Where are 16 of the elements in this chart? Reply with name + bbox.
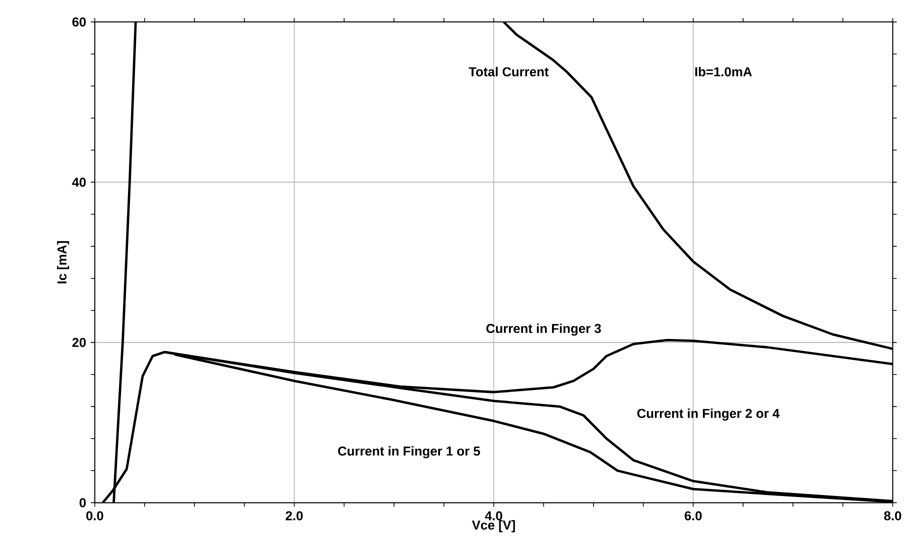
text: Current in Finger 1 or 5 <box>338 446 480 458</box>
x-tick-label: 8.0 <box>884 511 902 521</box>
x-tick-label: 0.0 <box>86 511 104 521</box>
y-tick-label: 40 <box>72 178 86 187</box>
y-tick-label: 0 <box>80 498 86 508</box>
x-tick-label: 2.0 <box>286 511 303 521</box>
series-label: Current in Finger 3 <box>486 324 601 336</box>
x-tick-label: 6.0 <box>684 511 702 521</box>
y-tick-label: 20 <box>72 338 86 348</box>
annotation: Ib=1.0mA <box>695 67 752 77</box>
text: Current in Finger 2 or 4 <box>637 408 780 421</box>
x-tick-label: 4.0 <box>484 511 502 521</box>
y-axis-title: Ic [mA] <box>57 241 70 284</box>
x-axis-title: Vce [V] <box>472 520 515 532</box>
series-label: Total Current <box>468 67 549 77</box>
y-tick-label: 60 <box>72 18 86 27</box>
